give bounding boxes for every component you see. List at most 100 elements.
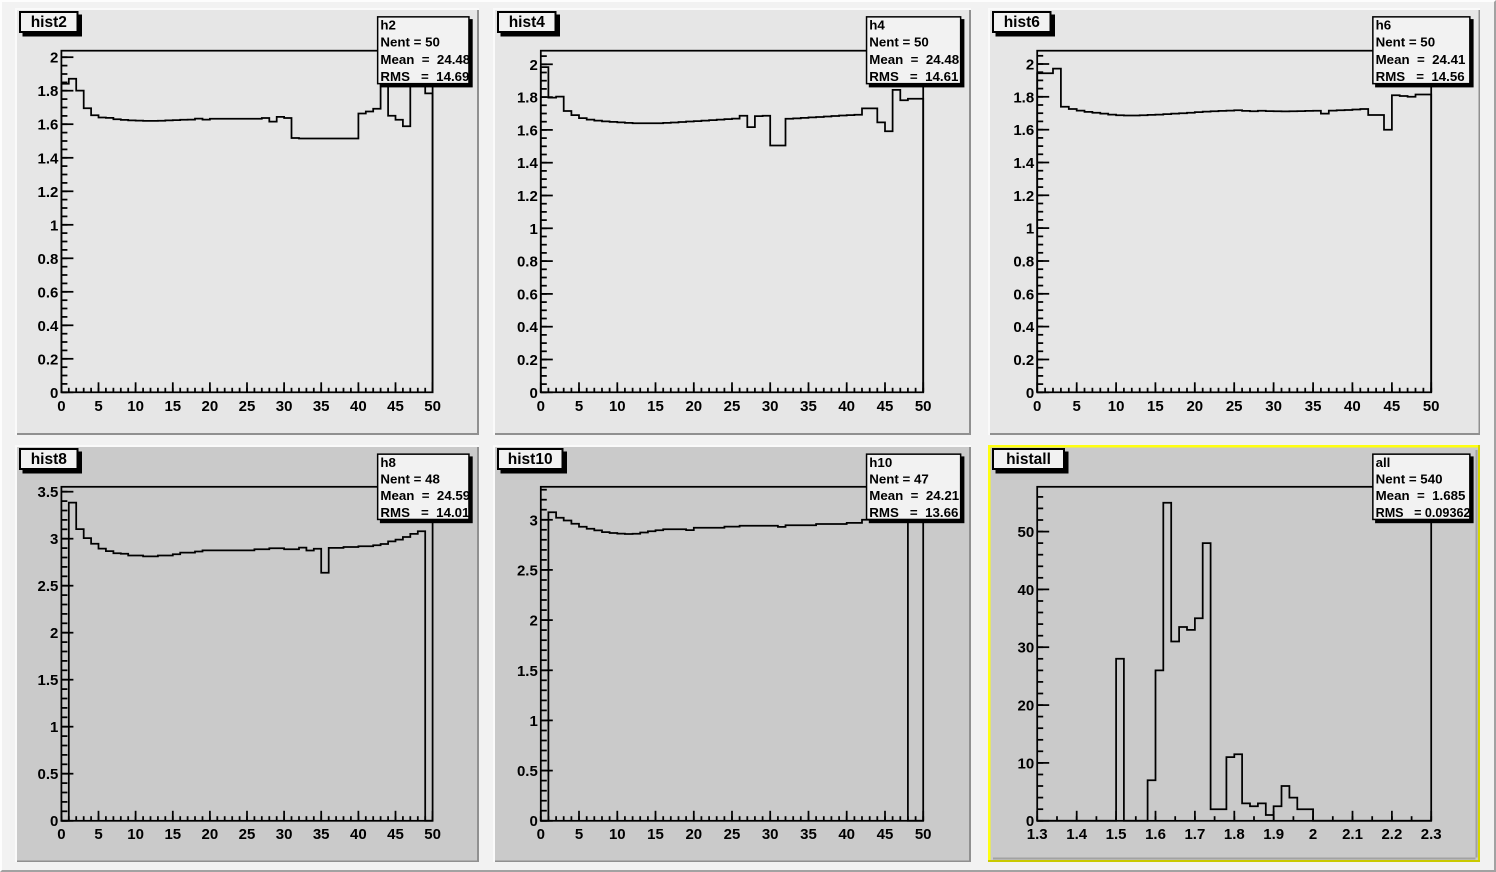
svg-text:hist6: hist6 [1003,14,1040,31]
svg-text:10: 10 [127,398,144,415]
svg-text:0.8: 0.8 [517,254,538,271]
svg-text:1.8: 1.8 [38,83,59,100]
svg-text:1.4: 1.4 [517,155,539,172]
svg-text:h10: h10 [869,454,892,469]
svg-text:30: 30 [276,398,293,415]
svg-text:h4: h4 [869,18,885,33]
svg-text:5: 5 [94,826,102,843]
svg-text:0: 0 [529,813,537,830]
svg-text:1.8: 1.8 [1013,89,1034,106]
svg-text:1.2: 1.2 [38,184,59,201]
svg-text:RMS = 14.69: RMS = 14.69 [380,69,469,84]
svg-text:45: 45 [1383,398,1400,415]
svg-text:1.4: 1.4 [38,150,60,167]
svg-text:25: 25 [1225,398,1242,415]
svg-text:0: 0 [57,826,65,843]
svg-text:0.4: 0.4 [38,318,60,335]
svg-text:2.5: 2.5 [38,578,59,595]
svg-text:h8: h8 [380,454,396,469]
svg-text:50: 50 [1017,524,1034,541]
svg-text:5: 5 [1072,398,1080,415]
svg-text:30: 30 [276,826,293,843]
svg-text:20: 20 [202,398,219,415]
svg-text:Nent = 540: Nent = 540 [1375,471,1442,486]
svg-text:40: 40 [838,398,855,415]
svg-text:1.4: 1.4 [1066,826,1088,843]
svg-text:1: 1 [529,712,537,729]
svg-text:20: 20 [1186,398,1203,415]
svg-text:35: 35 [800,398,817,415]
svg-text:20: 20 [1017,697,1034,714]
svg-text:1.6: 1.6 [38,117,59,134]
svg-text:0: 0 [537,398,545,415]
svg-text:20: 20 [202,826,219,843]
svg-text:1: 1 [1025,221,1033,238]
svg-text:25: 25 [239,826,256,843]
svg-text:0: 0 [50,385,58,402]
svg-text:10: 10 [609,398,626,415]
svg-text:0.4: 0.4 [1013,319,1035,336]
svg-text:10: 10 [1107,398,1124,415]
svg-text:0.8: 0.8 [1013,254,1034,271]
svg-text:1: 1 [529,221,537,238]
svg-text:5: 5 [94,398,102,415]
svg-text:0.2: 0.2 [38,351,59,368]
svg-text:30: 30 [1017,639,1034,656]
svg-text:45: 45 [387,398,404,415]
svg-text:25: 25 [724,826,741,843]
svg-text:2.1: 2.1 [1342,826,1363,843]
svg-text:50: 50 [424,826,441,843]
svg-text:10: 10 [127,826,144,843]
svg-text:h2: h2 [380,18,396,33]
svg-text:1.3: 1.3 [1026,826,1047,843]
svg-text:0.4: 0.4 [517,319,539,336]
svg-text:45: 45 [877,398,894,415]
svg-text:Nent = 47: Nent = 47 [869,471,929,486]
svg-text:Nent = 50: Nent = 50 [380,35,440,50]
svg-text:1.5: 1.5 [38,672,59,689]
svg-text:40: 40 [1017,581,1034,598]
svg-text:1.6: 1.6 [1013,122,1034,139]
svg-text:35: 35 [313,398,330,415]
svg-text:50: 50 [424,398,441,415]
svg-text:0: 0 [537,826,545,843]
svg-text:25: 25 [724,398,741,415]
svg-text:15: 15 [647,398,664,415]
svg-text:RMS = 13.66: RMS = 13.66 [869,504,958,519]
svg-text:2: 2 [1025,57,1033,74]
svg-text:0: 0 [1025,813,1033,830]
svg-text:Mean = 1.685: Mean = 1.685 [1375,488,1465,503]
svg-text:0.6: 0.6 [38,284,59,301]
svg-text:0.6: 0.6 [1013,286,1034,303]
svg-text:35: 35 [313,826,330,843]
svg-text:1.2: 1.2 [517,188,538,205]
svg-text:0.6: 0.6 [517,286,538,303]
svg-text:1.2: 1.2 [1013,188,1034,205]
svg-text:Mean = 24.41: Mean = 24.41 [1375,52,1465,67]
svg-text:30: 30 [1265,398,1282,415]
svg-text:RMS = 14.56: RMS = 14.56 [1375,69,1464,84]
svg-text:2.5: 2.5 [517,562,538,579]
svg-text:hist2: hist2 [31,14,67,31]
svg-text:Nent = 48: Nent = 48 [380,471,440,486]
svg-text:45: 45 [387,826,404,843]
svg-text:3.5: 3.5 [38,484,59,501]
svg-text:2.2: 2.2 [1381,826,1402,843]
svg-text:20: 20 [685,826,702,843]
svg-text:40: 40 [350,398,367,415]
svg-text:15: 15 [164,826,181,843]
svg-text:2.3: 2.3 [1420,826,1441,843]
svg-text:35: 35 [800,826,817,843]
svg-text:30: 30 [762,398,779,415]
svg-text:25: 25 [239,398,256,415]
svg-text:15: 15 [164,398,181,415]
svg-text:0: 0 [50,813,58,830]
svg-text:0.8: 0.8 [38,251,59,268]
svg-text:3: 3 [50,531,58,548]
svg-text:h6: h6 [1375,18,1391,33]
svg-text:10: 10 [609,826,626,843]
svg-text:1.8: 1.8 [1223,826,1244,843]
svg-text:40: 40 [350,826,367,843]
svg-text:2: 2 [50,50,58,67]
svg-text:40: 40 [838,826,855,843]
